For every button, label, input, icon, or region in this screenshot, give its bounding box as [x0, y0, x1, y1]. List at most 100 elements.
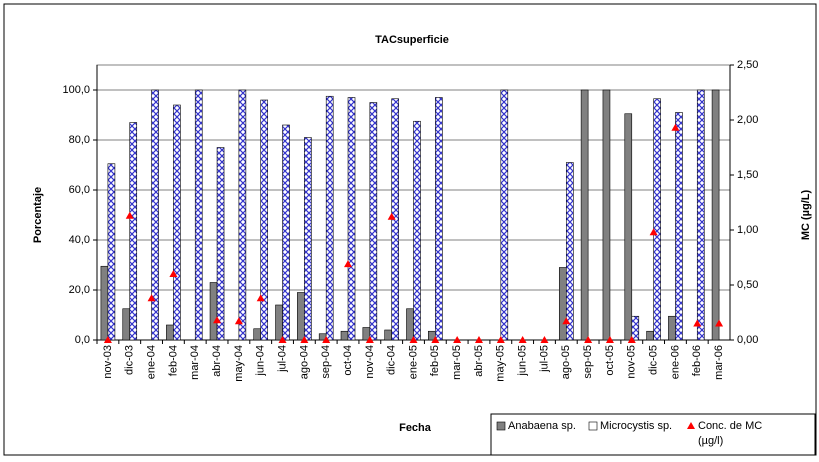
- marker: [103, 336, 112, 343]
- bar: [580, 89, 589, 341]
- marker: [540, 336, 549, 343]
- bar: [282, 124, 290, 341]
- bar: [238, 89, 247, 341]
- bar: [500, 89, 509, 341]
- bar: [129, 122, 138, 341]
- marker: [627, 336, 636, 343]
- x-tick-label: sep-05: [582, 345, 594, 379]
- bar: [173, 104, 181, 341]
- x-tick-label: jun-04: [255, 345, 267, 377]
- marker: [300, 336, 309, 343]
- legend-item: Anabaena sp.: [508, 420, 576, 432]
- marker: [169, 270, 178, 277]
- bar: [347, 97, 356, 341]
- bar: [275, 304, 283, 341]
- y-axis-label: Porcentaje: [32, 187, 44, 243]
- chart-title: TACsuperficie: [375, 34, 449, 46]
- bar: [696, 89, 705, 341]
- x-tick-label: nov-03: [102, 345, 114, 379]
- x-tick-label: dic-03: [124, 345, 136, 375]
- bar: [668, 315, 676, 341]
- x-tick-label: ene-04: [145, 345, 157, 379]
- marker: [234, 317, 243, 325]
- bar: [151, 89, 159, 341]
- marker: [125, 211, 134, 219]
- bar: [253, 328, 262, 341]
- legend-swatch: [496, 421, 506, 431]
- x-tick-label: sep-04: [320, 345, 332, 379]
- marker: [213, 316, 222, 324]
- x-axis-label: Fecha: [399, 422, 432, 434]
- x-tick-label: mar-05: [451, 345, 463, 380]
- x-tick-label: abr-04: [211, 345, 223, 377]
- bar: [304, 137, 312, 341]
- bar: [369, 102, 378, 341]
- x-tick-label: mar-06: [713, 345, 725, 380]
- bar: [325, 95, 334, 341]
- marker: [671, 123, 680, 131]
- bar: [711, 89, 720, 341]
- x-tick-label: feb-06: [691, 345, 703, 376]
- bar: [194, 89, 203, 341]
- marker: [453, 336, 462, 343]
- bar: [646, 330, 654, 341]
- x-tick-label: abr-05: [473, 345, 485, 377]
- bar: [602, 89, 611, 341]
- y2-tick-label: 0,00: [737, 334, 758, 346]
- bar: [406, 308, 414, 341]
- legend-swatch: [588, 421, 598, 431]
- legend-item: Microcystis sp.: [600, 420, 672, 432]
- marker: [474, 336, 483, 343]
- marker: [715, 319, 724, 327]
- marker: [344, 260, 353, 268]
- legend-item: Conc. de MC (µg/l): [698, 420, 763, 447]
- x-tick-label: oct-04: [342, 345, 354, 376]
- legend-label: Anabaena sp.: [508, 420, 576, 432]
- x-tick-label: ago-05: [560, 345, 572, 379]
- marker: [256, 294, 265, 302]
- x-tick-label: feb-04: [167, 345, 179, 376]
- bar: [216, 147, 225, 341]
- legend-box: [490, 413, 816, 456]
- marker: [693, 319, 702, 327]
- marker: [605, 336, 614, 343]
- y2-tick-label: 1,00: [737, 224, 758, 236]
- bar: [413, 120, 421, 341]
- x-tick-label: dic-04: [386, 345, 398, 375]
- y-tick-label: 40,0: [69, 234, 90, 246]
- legend-label: Conc. de MC (µg/l): [698, 420, 763, 447]
- marker: [496, 336, 505, 343]
- x-tick-label: jul-05: [538, 345, 550, 373]
- bar: [209, 282, 218, 341]
- y2-tick-label: 0,50: [737, 279, 758, 291]
- x-tick-label: jun-05: [517, 345, 529, 377]
- y-tick-label: 60,0: [69, 184, 90, 196]
- marker: [649, 228, 658, 236]
- bar: [260, 99, 269, 341]
- bar: [565, 162, 574, 341]
- y2-tick-label: 2,00: [737, 114, 758, 126]
- marker: [365, 336, 374, 343]
- x-tick-label: nov-04: [364, 345, 376, 379]
- marker: [562, 317, 571, 325]
- legend-marker: [687, 422, 695, 429]
- marker: [147, 294, 156, 302]
- marker: [518, 336, 527, 343]
- bar: [166, 324, 174, 341]
- bar: [122, 308, 131, 341]
- marker: [409, 336, 418, 343]
- y2-axis-label: MC (µg/L): [800, 190, 812, 241]
- marker: [584, 336, 593, 343]
- bar: [297, 292, 305, 341]
- x-tick-label: dic-05: [648, 345, 660, 375]
- bar: [435, 97, 443, 341]
- x-tick-label: may-04: [233, 345, 245, 382]
- marker: [278, 336, 287, 343]
- y-tick-label: 20,0: [69, 284, 90, 296]
- marker: [431, 336, 440, 343]
- bar: [340, 330, 349, 341]
- x-tick-label: ene-06: [669, 345, 681, 379]
- bar: [107, 163, 116, 341]
- x-tick-label: ene-05: [407, 345, 419, 379]
